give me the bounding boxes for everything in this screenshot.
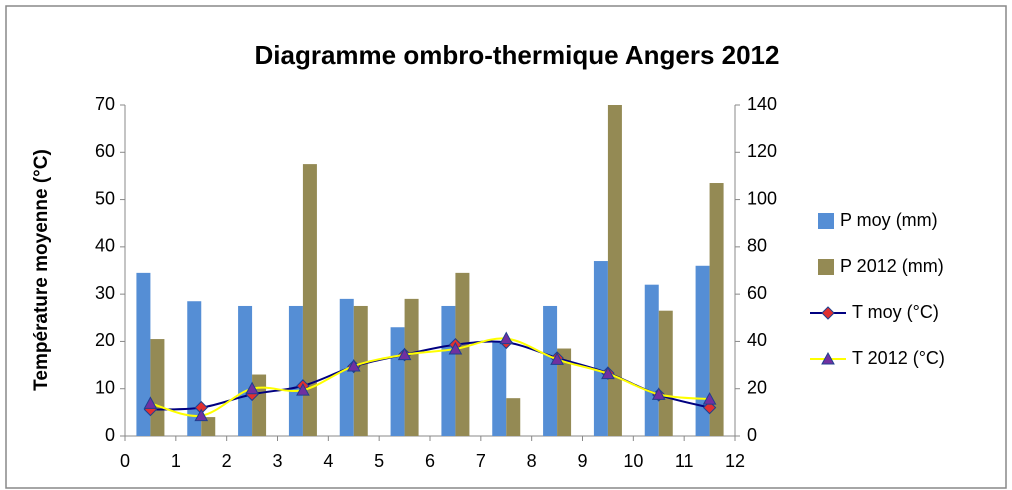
y-tick-label: 60 (95, 141, 115, 161)
x-tick-label: 5 (374, 451, 384, 471)
bar (543, 305, 558, 436)
x-tick-label: 11 (675, 451, 694, 471)
marker (702, 400, 717, 415)
bar (353, 305, 368, 436)
bar (441, 305, 456, 436)
x-tick-label: 4 (323, 451, 333, 471)
bar (506, 398, 521, 436)
marker (601, 366, 615, 380)
bar (201, 417, 216, 436)
y2-tick-label: 0 (747, 425, 757, 445)
marker (143, 396, 158, 409)
y-tick-label: 40 (95, 236, 115, 256)
marker (448, 341, 463, 355)
bar (404, 298, 419, 436)
x-tick-label: 9 (577, 451, 587, 471)
y2-tick-label: 20 (747, 377, 767, 397)
bar (390, 327, 405, 436)
y-tick-label: 30 (95, 283, 115, 303)
y-tick-label: 50 (95, 188, 115, 208)
bar (150, 339, 165, 436)
bar (695, 265, 710, 436)
bar (288, 305, 303, 436)
legend-label: T moy (°C) (852, 302, 939, 322)
bar (302, 164, 317, 436)
x-tick-label: 8 (527, 451, 537, 471)
bar (339, 298, 354, 436)
bar (187, 301, 202, 436)
x-tick-label: 3 (272, 451, 282, 471)
x-tick-label: 1 (171, 451, 181, 471)
marker (194, 408, 209, 422)
y-tick-label: 70 (95, 94, 115, 114)
x-tick-label: 6 (425, 451, 435, 471)
marker (296, 383, 310, 396)
bar (557, 348, 572, 436)
y-tick-label: 20 (95, 330, 115, 350)
x-tick-label: 2 (222, 451, 232, 471)
legend-marker (821, 306, 835, 320)
legend-label: P 2012 (mm) (840, 256, 944, 276)
x-tick-label: 7 (476, 451, 486, 471)
bar (709, 183, 724, 436)
x-tick-label: 0 (120, 451, 130, 471)
legend-swatch (818, 213, 834, 229)
bar (238, 305, 253, 436)
x-tick-label: 10 (623, 451, 643, 471)
chart-title: Diagramme ombro-thermique Angers 2012 (255, 40, 780, 70)
marker (346, 358, 361, 372)
bar (492, 341, 507, 436)
bar (252, 374, 267, 436)
y2-tick-label: 140 (747, 94, 777, 114)
y-tick-label: 10 (95, 377, 115, 397)
bar (658, 310, 673, 436)
y-tick-label: 0 (105, 425, 115, 445)
marker (702, 392, 717, 405)
bar (455, 272, 470, 436)
bar (607, 105, 622, 436)
marker (245, 381, 259, 395)
y2-tick-label: 40 (747, 330, 767, 350)
marker (651, 387, 666, 400)
x-tick-label: 12 (725, 451, 745, 471)
marker (397, 347, 412, 361)
marker (499, 331, 514, 345)
y-axis-label: Température moyenne (°C) (31, 149, 52, 391)
bar (644, 284, 659, 436)
legend-marker (821, 351, 835, 365)
bar (593, 261, 608, 436)
y2-tick-label: 120 (747, 141, 777, 161)
legend-swatch (818, 259, 834, 275)
marker (550, 352, 564, 365)
y2-tick-label: 60 (747, 283, 767, 303)
y2-tick-label: 80 (747, 236, 767, 256)
legend-label: P moy (mm) (840, 210, 938, 230)
y2-tick-label: 100 (747, 188, 777, 208)
legend-label: T 2012 (°C) (852, 348, 945, 368)
bar (136, 272, 151, 436)
